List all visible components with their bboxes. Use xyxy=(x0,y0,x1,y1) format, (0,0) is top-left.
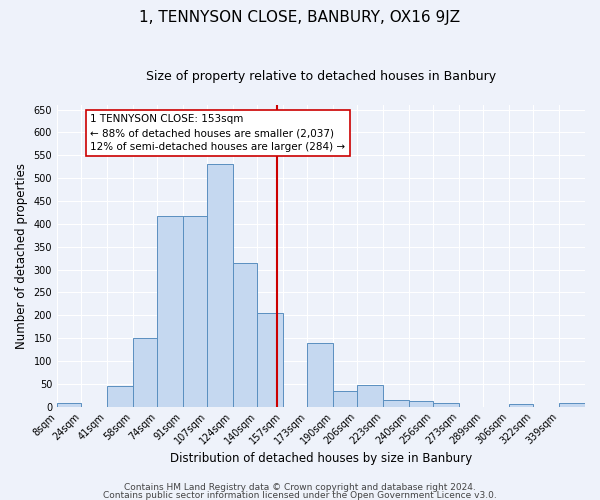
Bar xyxy=(509,404,533,406)
Bar xyxy=(358,384,383,406)
Text: Contains HM Land Registry data © Crown copyright and database right 2024.: Contains HM Land Registry data © Crown c… xyxy=(124,484,476,492)
Bar xyxy=(183,216,207,406)
Bar xyxy=(133,338,157,406)
Text: 1, TENNYSON CLOSE, BANBURY, OX16 9JZ: 1, TENNYSON CLOSE, BANBURY, OX16 9JZ xyxy=(139,10,461,25)
Text: Contains public sector information licensed under the Open Government Licence v3: Contains public sector information licen… xyxy=(103,490,497,500)
Bar xyxy=(383,400,409,406)
Bar xyxy=(333,390,358,406)
Bar xyxy=(157,216,183,406)
Bar xyxy=(57,403,82,406)
Bar xyxy=(307,342,333,406)
Bar xyxy=(233,262,257,406)
Text: 1 TENNYSON CLOSE: 153sqm
← 88% of detached houses are smaller (2,037)
12% of sem: 1 TENNYSON CLOSE: 153sqm ← 88% of detach… xyxy=(91,114,346,152)
Title: Size of property relative to detached houses in Banbury: Size of property relative to detached ho… xyxy=(146,70,496,83)
Bar xyxy=(207,164,233,406)
Y-axis label: Number of detached properties: Number of detached properties xyxy=(15,163,28,349)
Bar xyxy=(409,400,433,406)
Bar xyxy=(433,403,459,406)
Bar xyxy=(107,386,133,406)
Bar xyxy=(559,403,585,406)
X-axis label: Distribution of detached houses by size in Banbury: Distribution of detached houses by size … xyxy=(170,452,472,465)
Bar xyxy=(257,313,283,406)
